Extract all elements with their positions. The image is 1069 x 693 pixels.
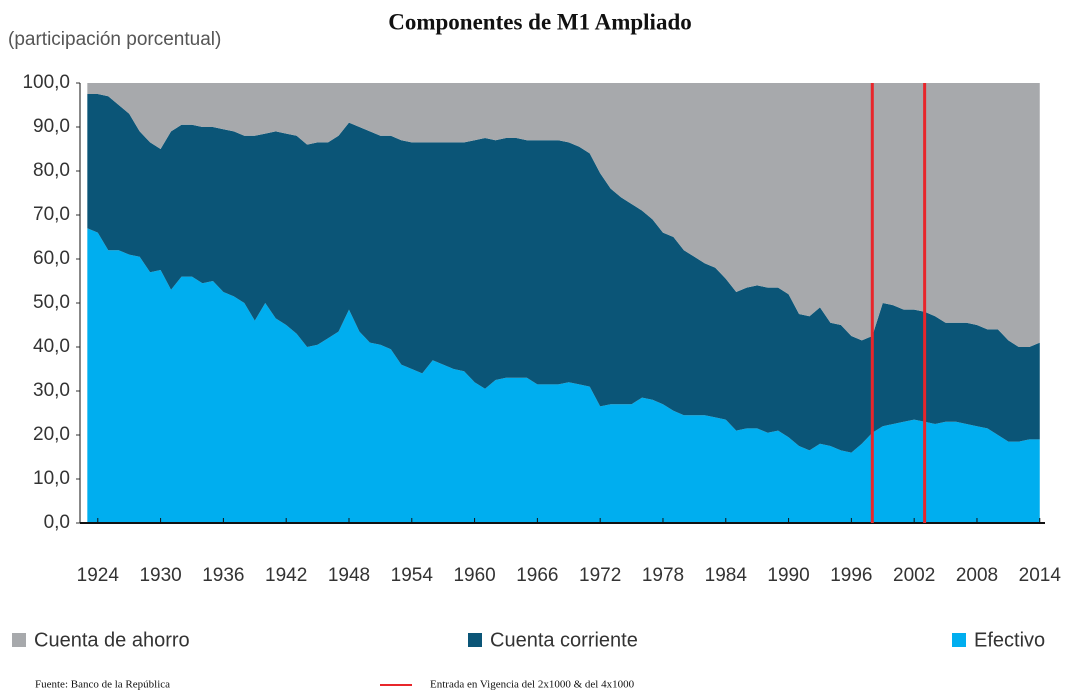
- x-tick-label: 2002: [893, 565, 935, 586]
- y-tick-label: 0,0: [44, 512, 70, 533]
- legend-label: Cuenta de ahorro: [34, 629, 190, 651]
- legend-swatch: [468, 633, 482, 647]
- x-tick-label: 1936: [202, 565, 244, 586]
- y-tick-label: 50,0: [33, 292, 70, 313]
- y-tick-label: 90,0: [33, 116, 70, 137]
- legend-label: Cuenta corriente: [490, 629, 638, 651]
- area: [87, 94, 1040, 453]
- x-tick-label: 1996: [830, 565, 872, 586]
- source: Fuente: Banco de la República: [35, 679, 170, 691]
- x-tick-label: 1972: [579, 565, 621, 586]
- y-tick-label: 70,0: [33, 204, 70, 225]
- x-tick-label: 1954: [391, 565, 434, 586]
- y-tick-label: 10,0: [33, 468, 70, 489]
- y-tick-label: 60,0: [33, 248, 70, 269]
- x-tick-label: 1960: [453, 565, 495, 586]
- y-tick-label: 100,0: [22, 72, 70, 93]
- x-tick-label: 1990: [767, 565, 809, 586]
- area: [87, 83, 1040, 347]
- y-tick-label: 40,0: [33, 336, 70, 357]
- y-tick-label: 30,0: [33, 380, 70, 401]
- x-tick-label: 1984: [705, 565, 748, 586]
- x-tick-label: 1948: [328, 565, 370, 586]
- x-tick-label: 2014: [1019, 565, 1062, 586]
- legend-label: Efectivo: [974, 629, 1045, 651]
- y-tick-label: 20,0: [33, 424, 70, 445]
- legend-swatch: [952, 633, 966, 647]
- reference-legend-label: Entrada en Vigencia del 2x1000 & del 4x1…: [430, 679, 635, 691]
- area: [87, 228, 1040, 523]
- x-tick-label: 2008: [956, 565, 998, 586]
- subtitle: (participación porcentual): [8, 29, 221, 50]
- legend-swatch: [12, 633, 26, 647]
- x-tick-label: 1942: [265, 565, 307, 586]
- x-tick-label: 1930: [139, 565, 181, 586]
- x-tick-label: 1924: [77, 565, 120, 586]
- y-tick-label: 80,0: [33, 160, 70, 181]
- chart-title: Componentes de M1 Ampliado: [388, 9, 692, 34]
- x-tick-label: 1966: [516, 565, 558, 586]
- x-tick-label: 1978: [642, 565, 684, 586]
